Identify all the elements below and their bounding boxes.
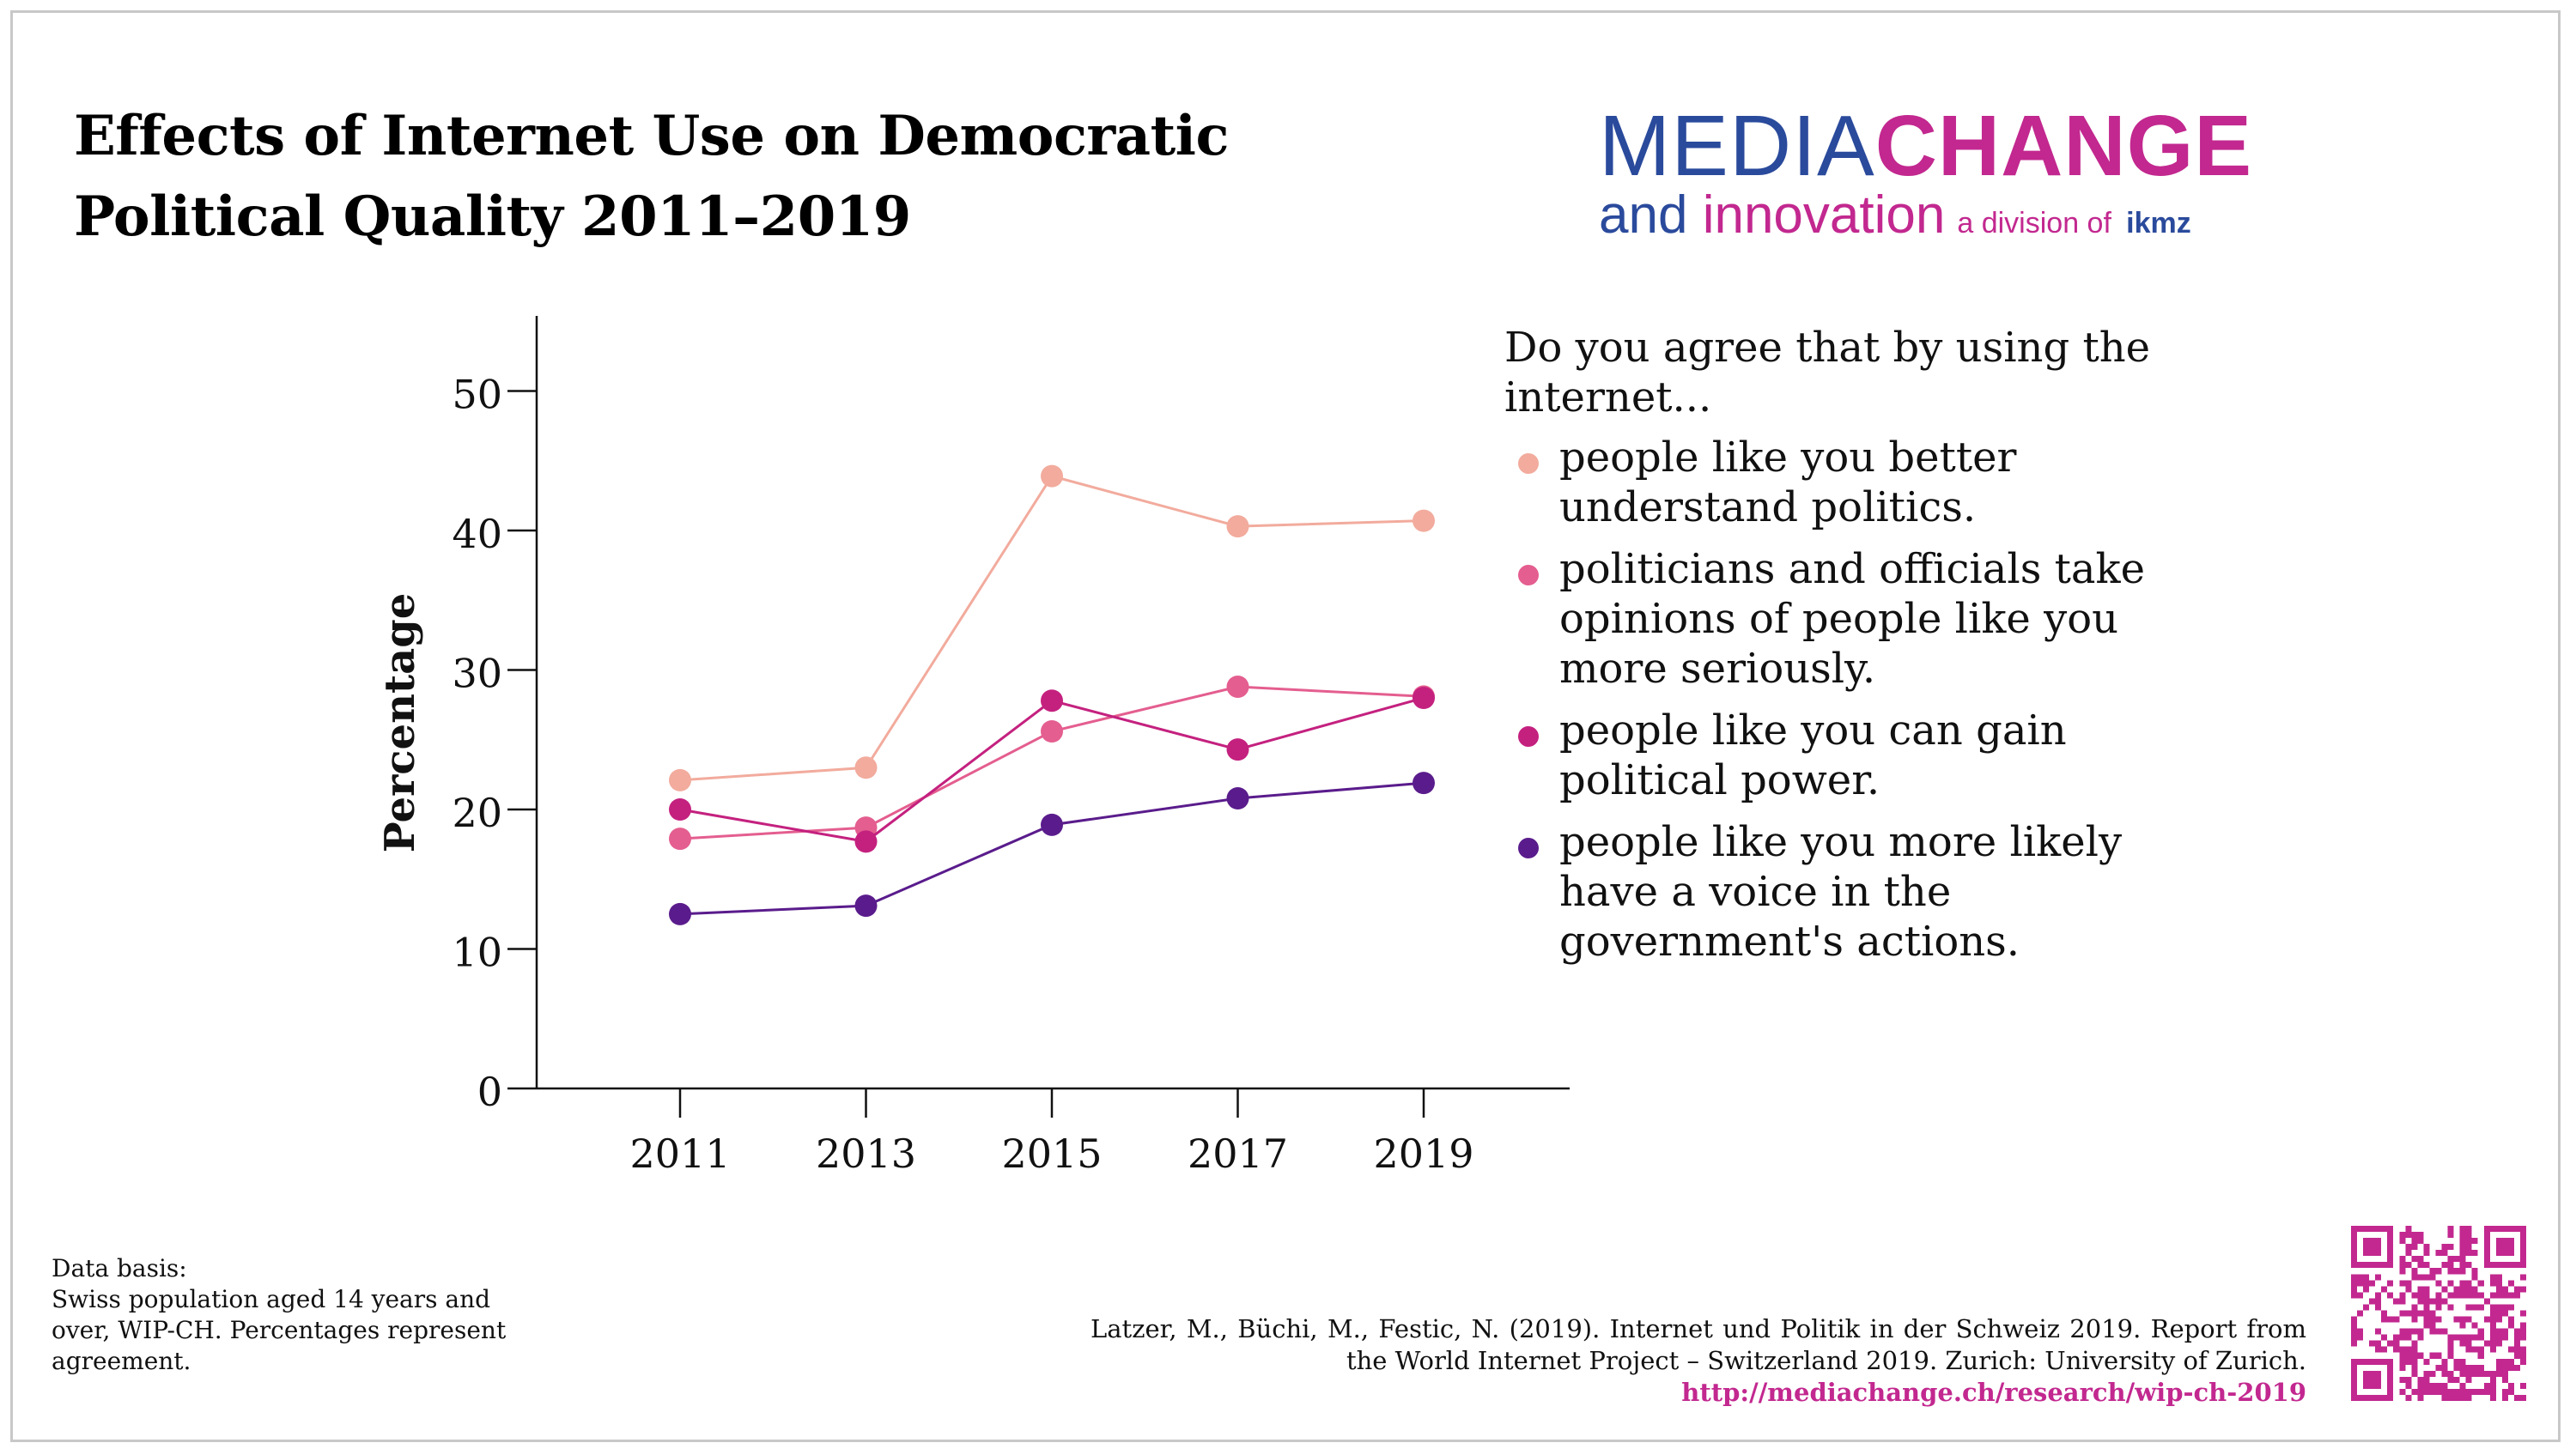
data-point (1226, 515, 1249, 538)
legend-item-1: people like you better understand politi… (1504, 433, 2157, 532)
slide-frame (10, 10, 2561, 1442)
data-point (1413, 772, 1435, 795)
x-tick-label: 2019 (1373, 1131, 1473, 1177)
logo-line-2: and innovation a division of ikmz (1599, 185, 2191, 253)
x-tick-label: 2017 (1188, 1131, 1288, 1177)
y-tick-label: 40 (452, 511, 502, 557)
x-tick-label: 2013 (816, 1131, 916, 1177)
legend-label: people like you more likely have a voice… (1559, 818, 2123, 966)
x-tick-label: 2015 (1001, 1131, 1102, 1177)
legend-marker (1518, 726, 1539, 747)
legend-question: Do you agree that by using the internet.… (1504, 324, 2151, 421)
legend-item-3: people like you can gain political power… (1504, 706, 2157, 805)
logo-innovation-text: innovation (1702, 185, 1946, 245)
logo-change-text: CHANGE (1874, 98, 2253, 194)
data-point (1226, 676, 1249, 698)
data-point (854, 894, 878, 918)
legend-label: people like you better understand politi… (1559, 433, 2017, 531)
x-tick-label: 2011 (629, 1131, 730, 1177)
legend-marker (1518, 565, 1539, 585)
y-tick-label: 0 (477, 1069, 502, 1115)
data-point (1041, 464, 1063, 488)
chart-legend: Do you agree that by using the internet.… (1504, 323, 2157, 979)
citation: Latzer, M., Büchi, M., Festic, N. (2019)… (1091, 1313, 2306, 1409)
legend-marker (1518, 838, 1539, 858)
qr-code-icon (2351, 1226, 2526, 1401)
data-point (1041, 720, 1063, 743)
y-axis-title: Percentage (376, 593, 424, 853)
data-point (854, 830, 878, 853)
data-point (669, 828, 691, 851)
page-title: Effects of Internet Use on Democratic Po… (74, 104, 1229, 249)
data-point (669, 902, 691, 925)
data-point (1413, 687, 1435, 709)
y-tick-label: 20 (452, 790, 502, 836)
mediachange-logo: MEDIACHANGE and innovation a division of … (1599, 103, 2252, 245)
logo-and-text: and (1599, 185, 1688, 245)
data-point (854, 756, 878, 779)
data-point (669, 768, 691, 791)
legend-items: people like you better understand politi… (1504, 433, 2157, 967)
citation-link[interactable]: http://mediachange.ch/research/wip-ch-20… (1681, 1378, 2306, 1407)
y-tick-label: 10 (452, 930, 502, 976)
logo-line-1: MEDIACHANGE (1599, 103, 2252, 189)
data-point (1041, 689, 1063, 712)
series-line-4 (679, 781, 1425, 916)
data-point (1041, 813, 1063, 836)
y-tick-label: 30 (452, 651, 502, 697)
data-point (669, 798, 691, 821)
data-basis-note: Data basis: Swiss population aged 14 yea… (52, 1254, 507, 1375)
data-point (1226, 787, 1249, 809)
citation-text: Latzer, M., Büchi, M., Festic, N. (2019)… (1091, 1314, 2306, 1375)
legend-marker (1518, 453, 1539, 474)
logo-media-text: MEDIA (1599, 98, 1875, 194)
data-point (1226, 738, 1249, 761)
logo-ikmz-text: ikmz (2126, 207, 2191, 239)
legend-label: politicians and officials take opinions … (1559, 545, 2145, 693)
logo-division-text: a division of (1957, 207, 2111, 239)
legend-item-4: people like you more likely have a voice… (1504, 817, 2157, 967)
legend-label: people like you can gain political power… (1559, 706, 2067, 804)
data-point (1413, 509, 1435, 532)
legend-item-2: politicians and officials take opinions … (1504, 544, 2157, 694)
y-tick-label: 50 (452, 372, 502, 418)
